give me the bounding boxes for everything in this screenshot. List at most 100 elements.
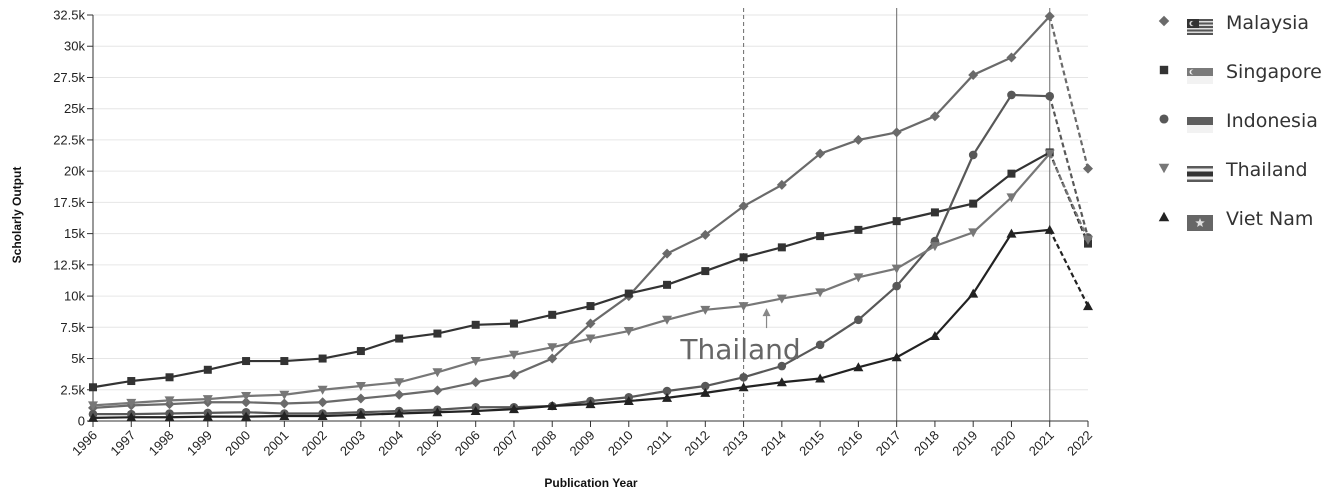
data-point-singapore [89,383,97,392]
data-point-viet-nam [1044,224,1055,234]
data-point-singapore [509,319,518,328]
data-point-indonesia [777,361,787,371]
data-point-thailand [394,378,405,388]
data-point-malaysia [508,369,519,380]
data-point-thailand [815,288,826,298]
legend-item-thailand[interactable]: Thailand [1158,159,1308,182]
data-point-viet-nam [317,411,328,421]
data-point-viet-nam [929,331,940,341]
series-thailand [88,149,1093,411]
legend-marker-malaysia [1158,15,1170,27]
x-tick-label: 2015 [796,428,827,459]
legend-item-malaysia[interactable]: Malaysia [1158,12,1309,35]
x-tick-label: 2018 [911,428,942,459]
data-point-singapore [854,225,863,234]
data-point-singapore [395,334,404,343]
legend-item-singapore[interactable]: Singapore [1159,61,1322,84]
data-point-thailand [508,350,519,360]
legend-item-viet-nam[interactable]: Viet Nam [1158,208,1314,231]
data-point-viet-nam [547,401,558,411]
data-point-indonesia [854,315,863,325]
x-tick-label: 2012 [681,428,712,459]
y-tick-label: 15k [64,226,85,241]
data-point-viet-nam [662,392,673,402]
data-point-indonesia [1007,90,1016,100]
data-point-thailand [662,315,673,325]
y-tick-label: 0 [78,414,85,429]
data-point-thailand [470,357,481,367]
legend-label-indonesia: Indonesia [1226,110,1318,132]
reference-lines [743,8,1051,421]
data-point-singapore [280,357,289,366]
x-tick-label: 2020 [988,428,1019,459]
data-point-singapore [969,199,978,208]
x-tick-label: 2016 [834,428,865,459]
data-point-thailand [929,242,940,252]
series-line-indonesia [93,93,1050,416]
flag-crescent-cut [1191,21,1196,26]
data-point-viet-nam [355,409,366,419]
data-point-singapore [318,354,327,363]
y-tick-label: 20k [64,164,85,179]
data-point-singapore [930,208,939,217]
data-point-thailand [776,294,787,304]
data-point-malaysia [968,69,979,80]
flag-bottom [1187,76,1213,84]
data-point-singapore [777,243,786,252]
data-point-malaysia [317,397,328,408]
flag-top [1187,117,1213,125]
data-point-thailand [853,273,864,283]
data-point-malaysia [891,127,902,138]
series-indonesia [88,90,1093,419]
y-tick-label: 32.5k [53,8,85,23]
y-tick-label: 22.5k [53,132,85,147]
flag-bottom [1187,125,1213,133]
flag-icon-viet-nam [1187,215,1213,231]
data-point-viet-nam [470,406,481,416]
legend-marker-thailand [1158,163,1170,174]
data-point-indonesia [1045,91,1055,101]
flag-stripe [1187,28,1213,30]
y-tick-label: 27.5k [53,70,85,85]
data-point-malaysia [1083,163,1093,174]
x-tick-label: 2002 [299,428,330,459]
data-point-viet-nam [623,396,634,406]
series-projection-viet-nam [1048,229,1089,307]
data-point-thailand [585,334,596,344]
y-tick-label: 10k [64,289,85,304]
legend-item-indonesia[interactable]: Indonesia [1159,110,1318,133]
legend-label-thailand: Thailand [1225,159,1308,181]
legend[interactable]: Malaysia Singapore Indonesia Thailand Viet N… [1158,12,1322,231]
legend-label-malaysia: Malaysia [1226,12,1309,34]
data-point-singapore [165,373,174,382]
data-point-malaysia [776,179,787,190]
y-tick-label: 25k [64,101,85,116]
data-point-malaysia [547,353,558,364]
annotations: Thailand [679,308,801,366]
data-point-singapore [548,310,557,319]
data-point-singapore [624,289,633,298]
series-line-thailand [92,152,1051,407]
data-point-viet-nam [776,377,787,387]
data-point-malaysia [853,134,864,145]
y-tick-label: 30k [64,39,85,54]
data-point-singapore [203,365,212,374]
x-tick-label: 2009 [567,428,598,459]
series-line-singapore [92,151,1051,389]
data-point-viet-nam [508,404,519,414]
data-point-thailand [126,398,137,408]
x-tick-label: 1998 [146,428,177,459]
data-point-malaysia [1044,11,1055,22]
data-point-singapore [816,232,825,241]
x-tick-label: 2004 [375,428,406,459]
data-point-viet-nam [700,387,711,397]
flag-star [1195,218,1205,228]
data-point-viet-nam [1006,228,1017,238]
data-point-thailand [432,368,443,378]
data-point-singapore [586,302,595,311]
legend-marker-viet-nam [1158,211,1170,222]
x-tick-label: 2019 [949,428,980,459]
flag-stripe [1187,21,1213,23]
data-point-viet-nam [853,362,864,372]
data-point-thailand [700,305,711,315]
